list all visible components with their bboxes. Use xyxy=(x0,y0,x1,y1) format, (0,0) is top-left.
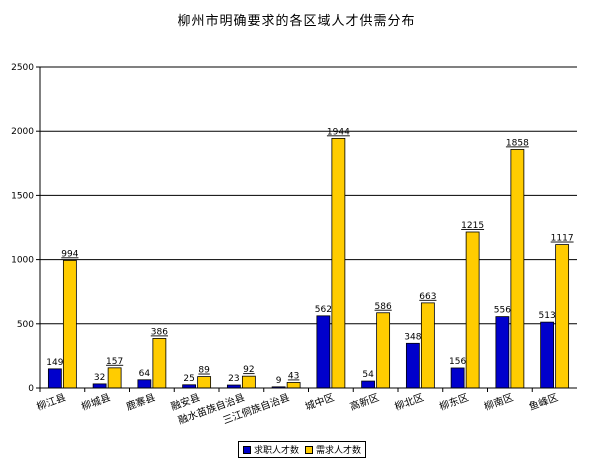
y-tick-label: 2000 xyxy=(11,127,34,137)
x-tick-label: 柳南区 xyxy=(482,391,515,413)
legend-label-jobseekers: 求职人才数 xyxy=(254,446,300,456)
bar-demand xyxy=(510,149,525,389)
legend-label-demand: 需求人才数 xyxy=(316,446,362,456)
y-tick-label: 2500 xyxy=(11,63,34,73)
value-label: 1858 xyxy=(506,138,529,148)
bar-demand xyxy=(555,244,570,389)
legend-swatch-yellow xyxy=(305,445,314,454)
bar-demand xyxy=(331,137,346,389)
y-tick-label: 500 xyxy=(17,320,34,330)
x-tick-label: 城中区 xyxy=(303,391,336,413)
value-label: 149 xyxy=(46,358,63,368)
x-tick-label: 柳东区 xyxy=(438,391,471,413)
y-tick-label: 1000 xyxy=(11,256,34,266)
x-tick-label: 高新区 xyxy=(348,391,381,413)
bar-jobseekers xyxy=(92,383,107,389)
value-label: 1944 xyxy=(327,127,350,137)
y-tick-label: 1500 xyxy=(11,191,34,201)
value-label: 586 xyxy=(375,302,392,312)
x-tick-label: 鹿寨县 xyxy=(124,391,157,413)
value-label: 1117 xyxy=(551,234,574,244)
legend-item-jobseekers: 求职人才数 xyxy=(243,443,299,456)
bar-demand xyxy=(286,382,301,389)
value-label: 348 xyxy=(404,332,421,342)
chart-title: 柳州市明确要求的各区域人才供需分布 xyxy=(177,14,416,29)
legend-item-demand: 需求人才数 xyxy=(305,443,361,456)
legend-swatch-blue xyxy=(243,445,251,454)
bar-jobseekers xyxy=(450,367,465,389)
value-label: 9 xyxy=(276,376,282,386)
y-axis-ticks: 0 500 1000 1500 2000 2500 xyxy=(11,63,34,394)
value-label: 89 xyxy=(198,366,210,376)
value-label: 1215 xyxy=(461,221,484,231)
bar-jobseekers xyxy=(540,321,555,389)
value-label: 994 xyxy=(61,249,78,259)
bar-jobseekers xyxy=(47,368,62,389)
value-label: 663 xyxy=(419,292,436,302)
value-label: 54 xyxy=(362,370,374,380)
value-label: 157 xyxy=(106,357,123,367)
bar-jobseekers xyxy=(405,342,420,389)
value-label: 513 xyxy=(539,311,556,321)
bar-demand xyxy=(465,231,480,389)
value-label: 43 xyxy=(288,371,299,381)
bar-jobseekers xyxy=(495,316,510,389)
bar-jobseekers xyxy=(361,380,376,389)
value-label: 32 xyxy=(94,373,105,383)
y-tick-label: 0 xyxy=(28,384,34,394)
x-tick-label: 柳北区 xyxy=(393,391,426,413)
x-tick-label: 柳江县 xyxy=(35,391,68,413)
legend: 求职人才数 需求人才数 xyxy=(238,441,366,458)
bars xyxy=(47,137,570,389)
bar-demand xyxy=(152,338,167,389)
value-label: 562 xyxy=(315,305,332,315)
gridlines xyxy=(36,66,577,392)
x-tick-label: 鱼峰区 xyxy=(527,391,560,413)
value-label: 156 xyxy=(449,357,466,367)
value-label: 23 xyxy=(228,374,239,384)
value-label: 64 xyxy=(139,369,151,379)
value-label: 25 xyxy=(183,374,194,384)
bar-demand xyxy=(376,312,391,389)
value-label: 556 xyxy=(494,306,511,316)
bar-jobseekers xyxy=(316,315,331,389)
bar-demand xyxy=(62,259,77,389)
x-tick-label: 柳城县 xyxy=(80,391,113,413)
bar-demand xyxy=(107,367,122,389)
value-label: 92 xyxy=(243,365,254,375)
bar-jobseekers xyxy=(137,379,152,389)
bar-demand xyxy=(241,375,256,389)
value-label: 386 xyxy=(151,327,168,337)
bar-demand xyxy=(420,302,435,389)
bar-demand xyxy=(197,376,212,389)
